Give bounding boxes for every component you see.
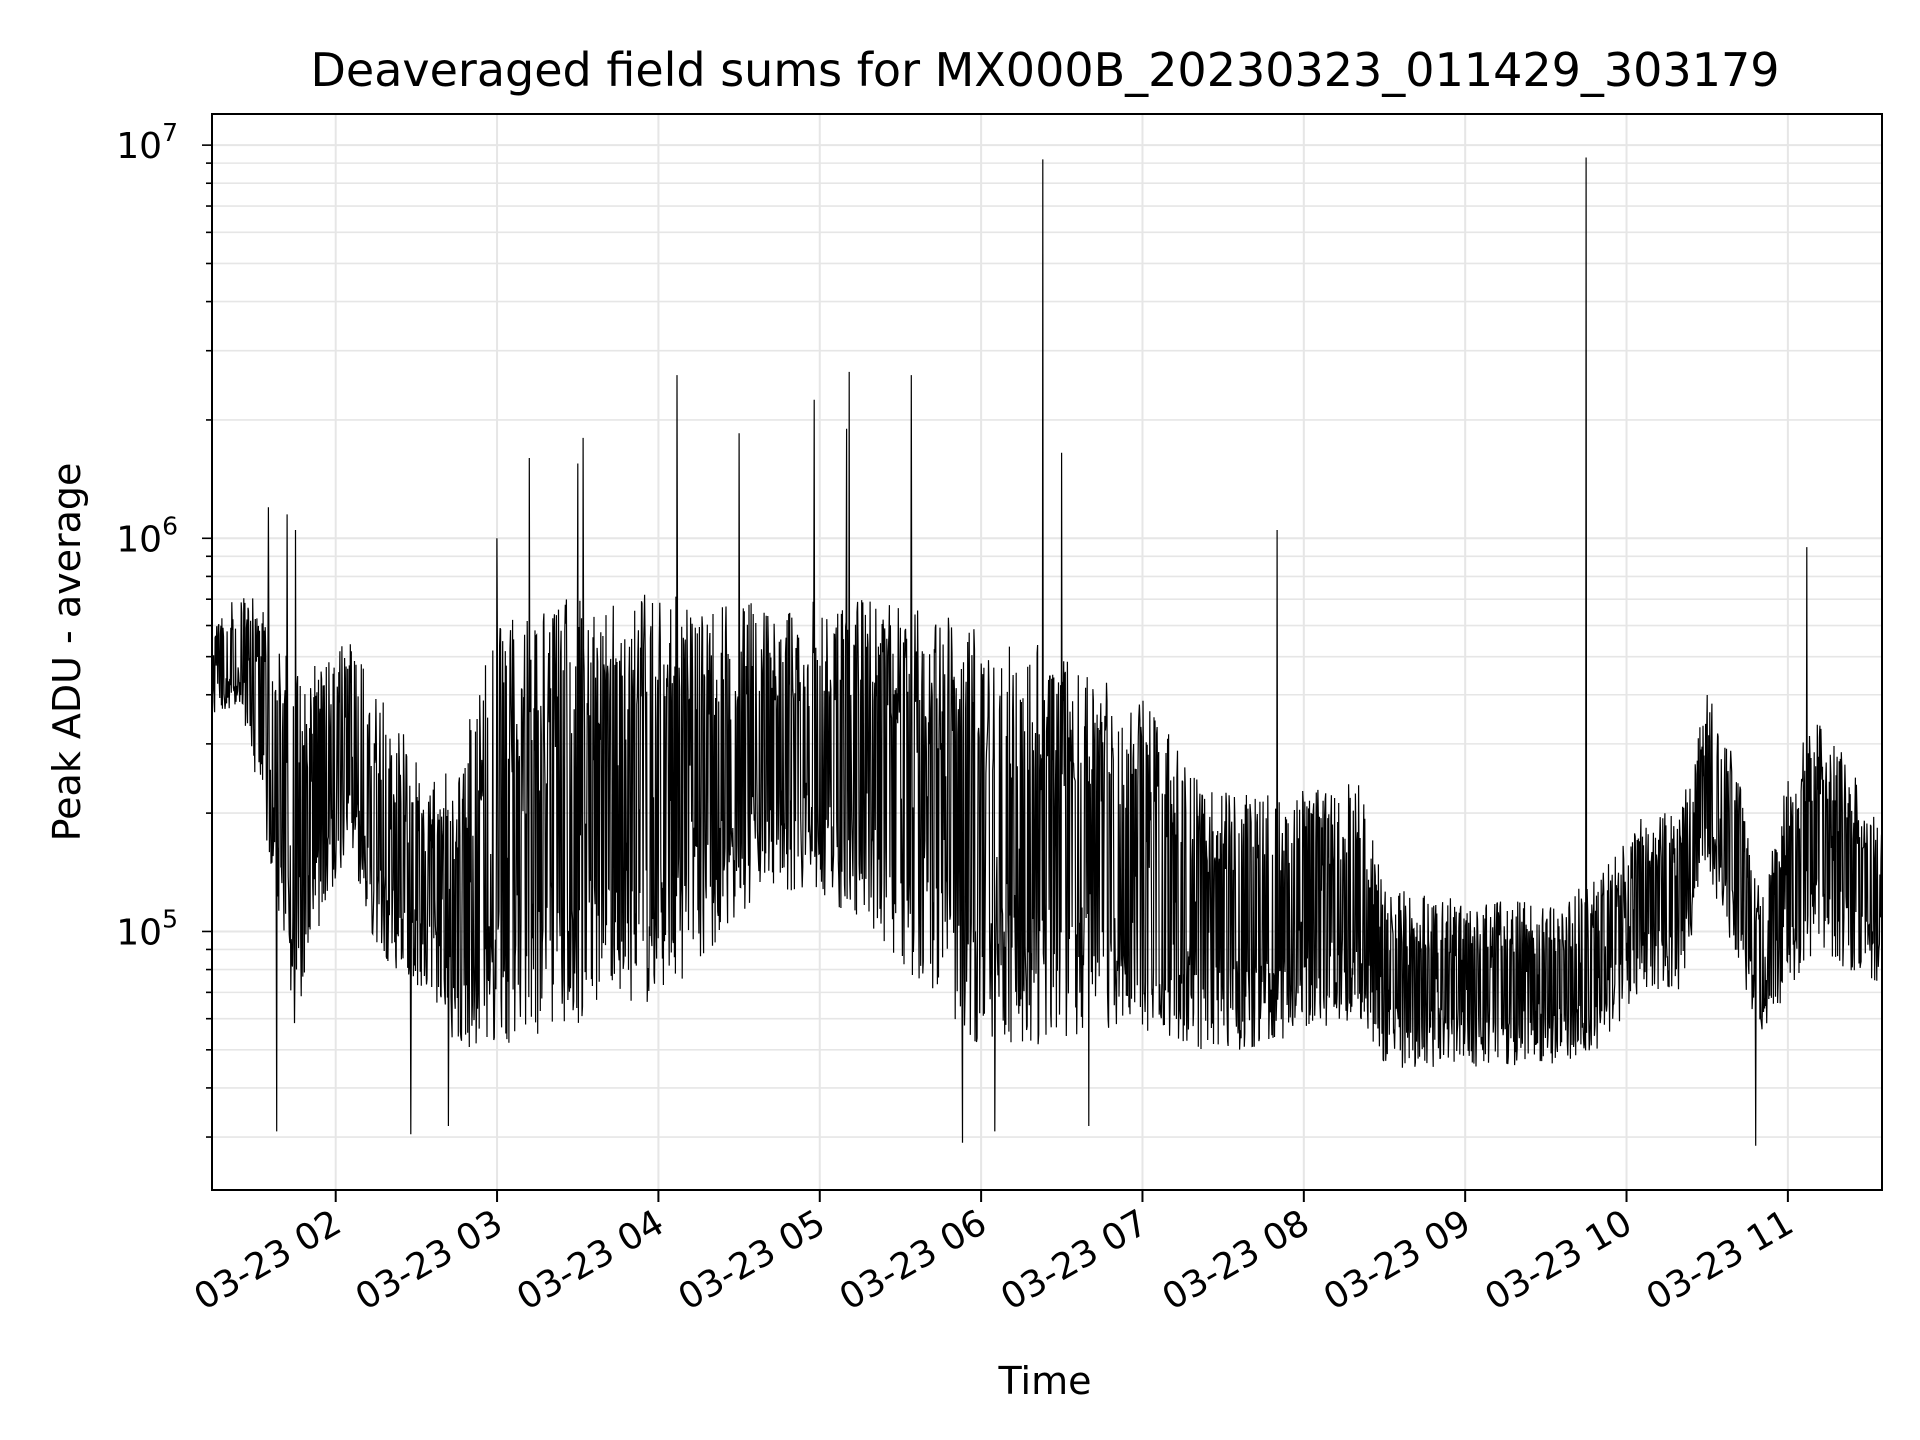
y-axis-label: Peak ADU - average	[45, 463, 89, 842]
x-axis-label: Time	[998, 1359, 1092, 1403]
series-trace	[211, 157, 1883, 1146]
series-line	[211, 157, 1883, 1146]
y-tick-label: 107	[116, 118, 178, 167]
y-tick-label: 105	[116, 904, 178, 953]
chart-title: Deaveraged field sums for MX000B_2023032…	[310, 43, 1779, 97]
plot-frame	[211, 113, 1883, 1191]
y-tick-label: 106	[116, 511, 178, 560]
